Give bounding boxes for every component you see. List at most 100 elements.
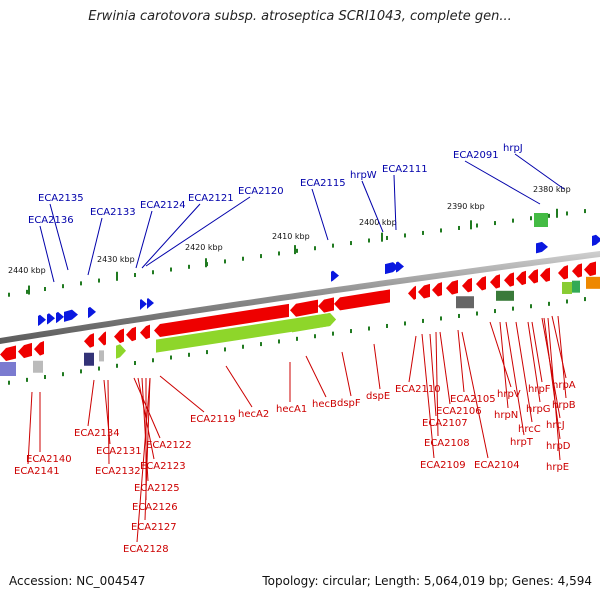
rna-feature [116, 344, 126, 359]
inner-tick [26, 377, 28, 382]
forward-gene [56, 311, 64, 324]
outer-tick [44, 287, 46, 292]
outer-tick [584, 209, 586, 214]
leader-line [457, 329, 465, 393]
leader-line [159, 375, 205, 413]
misc-feature [99, 350, 104, 362]
gene-label: ECA2111 [382, 164, 428, 175]
outer-tick [260, 254, 262, 259]
gene-label: ECA2110 [395, 384, 441, 395]
inner-tick [440, 316, 442, 321]
label-leaders [27, 153, 567, 543]
inner-tick [458, 313, 460, 318]
forward-gene [536, 241, 548, 254]
forward-gene [38, 314, 46, 326]
inner-tick [278, 339, 280, 344]
gene-label: hrpT [510, 437, 534, 448]
major-tick [470, 220, 472, 230]
outer-tick [62, 284, 64, 289]
reverse-gene [476, 276, 486, 291]
inner-tick [296, 336, 298, 341]
inner-tick [260, 342, 262, 347]
leader-line [439, 331, 451, 405]
leader-line [393, 174, 397, 231]
leader-line [527, 321, 541, 403]
leader-line [531, 321, 543, 383]
reverse-gene [432, 282, 442, 297]
reverse-gene [558, 265, 568, 280]
forward-gene [385, 262, 399, 275]
gene-label: hrpB [552, 400, 576, 411]
leader-line [145, 196, 251, 267]
gene-label: hrcJ [546, 420, 565, 431]
outer-tick [368, 238, 370, 243]
inner-tick [62, 372, 64, 377]
gene-label: ECA2105 [450, 394, 496, 405]
gene-label: ECA2104 [474, 460, 520, 471]
inner-tick [494, 309, 496, 314]
leader-line [27, 391, 33, 465]
leader-line [225, 365, 253, 408]
leader-line [514, 153, 565, 190]
misc-feature [562, 281, 572, 294]
reverse-gene [572, 263, 582, 278]
kbp-label: 2430 kbp [97, 255, 135, 264]
leader-line [141, 203, 201, 269]
gene-label: ECA2131 [96, 446, 142, 457]
inner-tick [386, 323, 388, 328]
major-tick [28, 285, 30, 295]
reverse-gene [504, 272, 514, 287]
kbp-label: 2420 kbp [185, 243, 223, 252]
outer-tick [440, 228, 442, 233]
major-tick [116, 271, 118, 281]
gene-label: hrpD [546, 441, 571, 452]
misc-feature [496, 290, 514, 301]
gene-label: ECA2136 [28, 215, 74, 226]
reverse-gene [84, 333, 94, 348]
forward-gene [88, 306, 96, 319]
outer-tick [386, 235, 388, 240]
gene-label: ECA2106 [436, 406, 482, 417]
leader-line [341, 351, 352, 397]
leader-line [49, 203, 69, 271]
leader-line [547, 317, 561, 461]
gene-label: hecA1 [276, 404, 307, 415]
outer-tick [134, 273, 136, 278]
outer-tick [494, 221, 496, 226]
gene-label: ECA2109 [420, 460, 466, 471]
outer-tick [224, 259, 226, 264]
gene-label: ECA2125 [134, 483, 180, 494]
major-tick [556, 208, 558, 218]
inner-tick [584, 297, 586, 302]
major-tick [205, 258, 207, 268]
gene-label: hecA2 [238, 409, 269, 420]
gene-label: ECA2120 [238, 186, 284, 197]
inner-tick [242, 344, 244, 349]
reverse-gene [490, 274, 500, 289]
leader-line [136, 377, 151, 543]
gene-label: hrpA [552, 380, 576, 391]
inner-tick [206, 350, 208, 355]
leader-line [464, 160, 541, 205]
leader-line [408, 335, 417, 383]
reverse-gene [114, 328, 124, 344]
forward-gene [64, 309, 78, 322]
outer-tick [530, 216, 532, 221]
kbp-label: 2410 kbp [272, 232, 310, 241]
map-title: Erwinia carotovora subsp. atroseptica SC… [88, 9, 512, 24]
leader-line [489, 321, 512, 388]
rna-feature [156, 313, 336, 353]
reverse-gene [408, 285, 416, 300]
inner-tick [170, 355, 172, 360]
backbone-layer [0, 251, 600, 344]
gene-label: ECA2119 [190, 414, 236, 425]
inner-tick [548, 301, 550, 306]
forward-gene [147, 297, 154, 310]
misc-feature [534, 213, 548, 227]
kbp-label: 2440 kbp [8, 266, 46, 275]
gene-label: hrpN [494, 410, 518, 421]
genome-map[interactable]: 2440 kbp 2430 kbp 2420 kbp 2410 kbp 2400 kbp… [0, 0, 600, 570]
reverse-gene [334, 289, 390, 311]
gene-label: ECA2115 [300, 178, 346, 189]
gene-label: hecB [312, 399, 337, 410]
